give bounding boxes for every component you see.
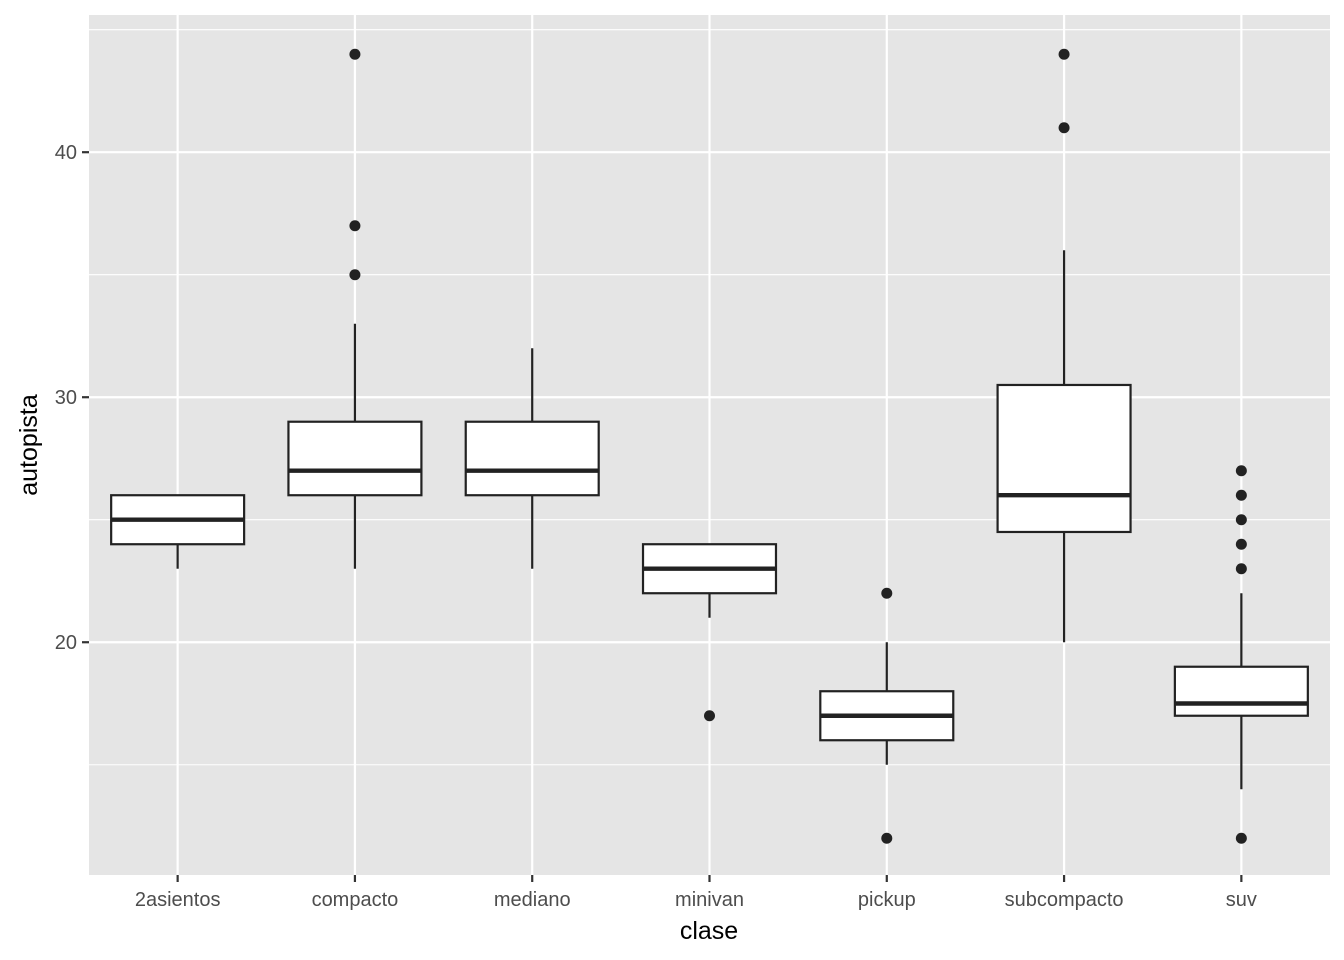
outlier-point [1235, 514, 1247, 526]
box-mediano [464, 348, 600, 569]
y-tick-label: 40 [55, 142, 77, 164]
x-tick-label: suv [1226, 889, 1257, 911]
x-tick-label: 2asientos [135, 889, 221, 911]
box-suv [1173, 465, 1309, 844]
outlier-point [1058, 122, 1070, 134]
x-tick-label: subcompacto [1005, 889, 1124, 911]
box-rect [287, 420, 423, 497]
box-compacto [287, 48, 423, 569]
y-tick-label: 20 [55, 632, 77, 654]
x-axis: 2asientos compacto mediano minivan pickup sub… [135, 875, 1257, 911]
outlier-point [1235, 563, 1247, 575]
x-axis-title: clase [680, 917, 738, 945]
y-axis: 20 30 40 [55, 142, 89, 654]
outlier-point [1235, 465, 1247, 477]
box-rect [1173, 665, 1309, 717]
outlier-point [1235, 538, 1247, 550]
box-2asientos [110, 494, 246, 569]
outlier-point [704, 710, 715, 722]
box-pickup [819, 587, 955, 844]
box-subcompacto [996, 48, 1132, 643]
box-rect [996, 383, 1132, 534]
outlier-point [1235, 832, 1247, 844]
x-tick-label: pickup [858, 889, 916, 911]
outlier-point [1235, 489, 1247, 501]
x-tick-label: minivan [675, 889, 744, 911]
outlier-point [1058, 48, 1070, 60]
outlier-point [349, 269, 361, 281]
x-tick-label: mediano [494, 889, 571, 911]
outlier-point [881, 832, 893, 844]
outlier-point [881, 587, 893, 599]
y-tick-label: 30 [55, 387, 77, 409]
outlier-point [349, 220, 361, 232]
box-rect [464, 420, 600, 497]
boxes-layer [110, 48, 1309, 844]
outlier-point [349, 48, 361, 60]
box-minivan [641, 543, 778, 722]
y-axis-title: autopista [15, 394, 43, 496]
x-tick-label: compacto [312, 889, 399, 911]
